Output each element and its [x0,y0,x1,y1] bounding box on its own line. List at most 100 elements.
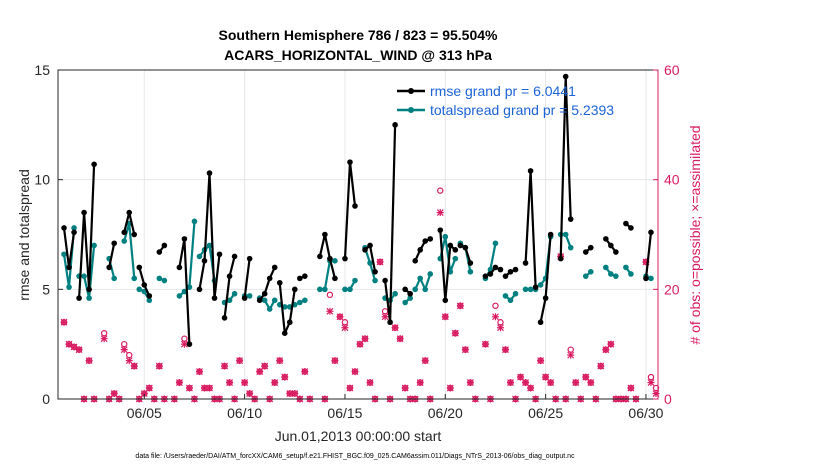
rmse-point [492,264,499,271]
obs-assimilated-point [361,335,369,343]
rmse-point [502,273,509,279]
obs-assimilated-point [110,390,118,398]
totalspread-point [191,218,198,225]
totalspread-point [322,286,328,293]
obs-assimilated-point [416,379,424,387]
rmse-point [271,264,278,271]
rmse-point [327,255,333,262]
totalspread-point [537,282,544,288]
rmse-point [527,168,534,174]
rmse-point [587,244,594,251]
right-y-tick-label: 20 [664,281,680,297]
totalspread-point [492,240,499,247]
totalspread-point [81,273,87,279]
rmse-point [648,229,654,236]
rmse-point [146,293,153,299]
rmse-point [261,290,268,297]
rmse-point [256,297,263,304]
rmse-point [286,319,293,326]
totalspread-point [176,293,183,299]
rmse-point [201,258,208,264]
rmse-point [211,295,218,301]
rmse-point [643,275,649,282]
rmse-point [482,273,489,279]
data-file-footnote: data file: /Users/raeder/DAI/ATM_forcXX/… [135,453,575,460]
rmse-point [557,255,564,262]
totalspread-point [567,244,574,251]
obs-assimilated-point [195,368,203,376]
totalspread-point [452,255,459,262]
left-y-tick-label: 15 [34,62,50,78]
totalspread-point [648,275,654,282]
right-y-axis-ticks: 0 20 40 60 [653,62,680,407]
totalspread-point [231,290,238,297]
totalspread-point [512,290,519,297]
totalspread-point [522,286,529,293]
obs-assimilated-point [130,362,138,370]
totalspread-point [226,297,233,304]
rmse-point [86,286,92,293]
obs-assimilated-point [491,313,499,321]
totalspread-point [206,242,213,249]
obs-assimilated-point [256,368,264,376]
rmse-point [613,249,619,255]
rmse-point [156,249,163,255]
rmse-point [231,253,238,260]
rmse-point [487,271,494,277]
rmse-point [186,341,193,347]
rmse-point [302,273,308,279]
totalspread-point [422,286,429,293]
obs-assimilated-point [421,357,429,365]
obs-assimilated-point [356,340,364,348]
obs-assimilated-point [125,357,133,365]
obs-assimilated-point [100,335,108,343]
rmse-point [542,295,549,301]
totalspread-point [582,273,589,279]
rmse-point [216,251,223,258]
x-tick-label: 06/20 [428,405,463,421]
left-y-axis-label: rmse and totalspread [16,169,32,301]
rmse-point [382,277,388,284]
rmse-point [417,247,424,253]
rmse-point [111,240,117,247]
totalspread-point [186,284,193,290]
obs-assimilated-point [271,379,279,387]
totalspread-point [587,268,594,275]
obs-assimilated-point [226,379,234,387]
rmse-point [467,260,474,266]
rmse-point [161,242,168,249]
obs-assimilated-point [501,346,509,354]
rmse-point [447,242,454,249]
obs-assimilated-point [381,313,389,321]
obs-assimilated-point [185,384,193,392]
rmse-point [512,266,519,273]
rmse-point [372,268,378,275]
rmse-line [644,232,653,279]
totalspread-point [527,286,534,293]
rmse-point [562,73,569,80]
totalspread-point [317,286,323,293]
x-axis-ticks: 06/05 06/10 06/15 06/20 06/25 06/30 [127,394,664,421]
legend: rmse grand pr = 6.0441 totalspread grand… [397,83,614,118]
obs-assimilated-point [436,209,444,217]
rmse-series [61,73,654,347]
obs-assimilated-point [376,258,384,266]
rmse-point [537,319,544,326]
totalspread-point [111,275,117,282]
rmse-point [352,203,358,209]
obs-assimilated-point [85,357,93,365]
totalspread-point [427,271,434,277]
obs-assimilated-point [572,379,580,387]
rmse-point [121,229,128,236]
obs-assimilated-point [236,357,244,365]
obs-assimilated-point [155,362,163,370]
rmse-line [78,164,96,299]
legend-spread-label: totalspread grand pr = 5.2393 [430,102,614,118]
totalspread-point [131,275,138,282]
rmse-point [126,209,133,216]
totalspread-point [161,277,168,284]
rmse-point [317,253,323,260]
obs-assimilated-point [60,318,68,326]
right-y-tick-label: 40 [664,172,680,188]
obs-assimilated-point [547,379,555,387]
